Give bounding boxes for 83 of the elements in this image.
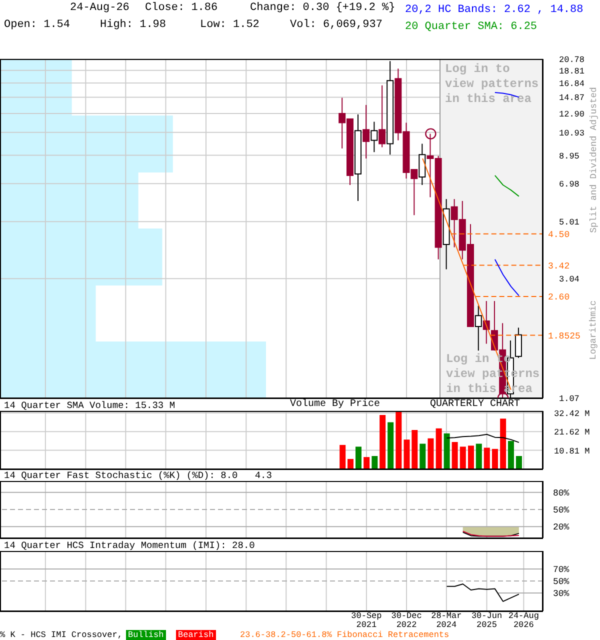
bar <box>492 448 498 469</box>
chart-title: 14 Quarter HCS Intraday Momentum (IMI): 28.0 <box>4 540 255 551</box>
bar <box>484 448 490 469</box>
bar <box>516 456 522 469</box>
candlestick <box>474 305 482 352</box>
text: Logarithmic <box>588 300 600 360</box>
text: Bearish <box>176 630 216 640</box>
x-tick-label: 30-Dec 2022 <box>391 611 422 630</box>
bar <box>468 446 474 469</box>
text: 20,2 HC Bands: 2.62 , 14.88 <box>405 3 584 18</box>
chart-title: 14 Quarter SMA Volume: 15.33 M <box>4 400 176 411</box>
bar <box>476 444 482 469</box>
text: High: 1.98 <box>100 19 166 31</box>
bar <box>412 430 418 469</box>
bar <box>356 446 362 469</box>
bar <box>428 438 434 469</box>
y-tick-label: 5.01 <box>559 218 580 228</box>
bar <box>348 458 354 469</box>
text: 23.6-38.2-50-61.8% Fibonacci Retracements <box>240 630 450 640</box>
bar <box>444 433 450 469</box>
y-tick-label: 8.95 <box>559 151 580 162</box>
y-tick-label: 20.78 <box>559 55 585 65</box>
y-tick-label: 10.93 <box>559 128 585 138</box>
ref-line-label: 3.42 <box>548 261 570 272</box>
y-tick-label: 3.04 <box>559 274 580 285</box>
band-label: Log in to view patterns in this area <box>445 62 539 106</box>
y-tick-label: 50% <box>553 506 570 516</box>
candlestick <box>514 327 522 358</box>
chart-title: 14 Quarter Fast Stochastic (%K) (%D): 8.0 4.3 <box>4 470 272 481</box>
y-tick-label: 80% <box>553 488 570 498</box>
text: Change: 0.30 {+19.2 %} <box>250 2 396 14</box>
y-tick-label: 32.42 M <box>554 408 590 419</box>
bar <box>388 422 394 469</box>
y-tick-label: 1.07 <box>559 394 580 404</box>
bar <box>364 457 370 469</box>
y-tick-label: 50% <box>553 577 570 587</box>
bar <box>404 440 410 469</box>
y-tick-label: 30% <box>553 589 570 599</box>
line-series <box>446 584 520 602</box>
candlestick <box>362 104 370 159</box>
bar <box>420 444 426 469</box>
candlestick <box>378 84 386 148</box>
bar <box>340 444 346 469</box>
bar <box>452 442 458 469</box>
y-tick-label: 70% <box>553 565 570 575</box>
y-tick-label: 14.87 <box>559 93 585 104</box>
line-series <box>446 434 520 443</box>
bar <box>500 418 506 469</box>
text: Open: 1.54 <box>4 19 70 31</box>
bar <box>508 440 514 469</box>
y-tick-label: 20% <box>553 522 570 533</box>
text: Vol: 6,069,937 <box>290 19 382 31</box>
text: Bullish <box>126 630 166 640</box>
text: Volume By Price <box>290 399 380 410</box>
text: 24-Aug-26 <box>70 2 130 14</box>
y-tick-label: 16.84 <box>559 79 585 90</box>
ref-line-label: 4.50 <box>548 230 570 240</box>
candlestick <box>418 143 426 186</box>
bar <box>380 414 386 469</box>
line-series <box>494 258 520 296</box>
bar <box>460 446 466 469</box>
y-tick-label: 18.81 <box>559 66 585 76</box>
y-tick-label: 21.62 M <box>554 428 590 438</box>
text: % K - HCS IMI Crossover, <box>0 630 122 640</box>
line-series <box>494 174 520 197</box>
y-tick-label: 6.98 <box>559 180 580 190</box>
text: Low: 1.52 <box>200 19 260 31</box>
y-tick-label: 12.90 <box>559 109 585 120</box>
text: Close: 1.86 <box>145 2 218 14</box>
y-axis-title: Split and Dividend Adjusted <box>589 87 599 233</box>
text: QUARTERLY CHART <box>430 399 520 410</box>
x-tick-label: 30-Jun 2025 <box>471 611 502 630</box>
bar <box>372 456 378 469</box>
y-tick-label: 10.81 M <box>554 446 590 456</box>
ref-line-label: 2.60 <box>548 292 570 303</box>
x-tick-label: 28-Mar 2024 <box>431 611 462 630</box>
ref-line-label: 1.8525 <box>548 331 580 342</box>
bar <box>436 428 442 469</box>
x-tick-label: 30-Sep 2021 <box>351 611 382 630</box>
candlestick <box>370 121 378 153</box>
text: 20 Quarter SMA: 6.25 <box>405 20 538 35</box>
x-tick-label: 24-Aug 2026 <box>508 611 539 630</box>
bar <box>396 412 402 469</box>
